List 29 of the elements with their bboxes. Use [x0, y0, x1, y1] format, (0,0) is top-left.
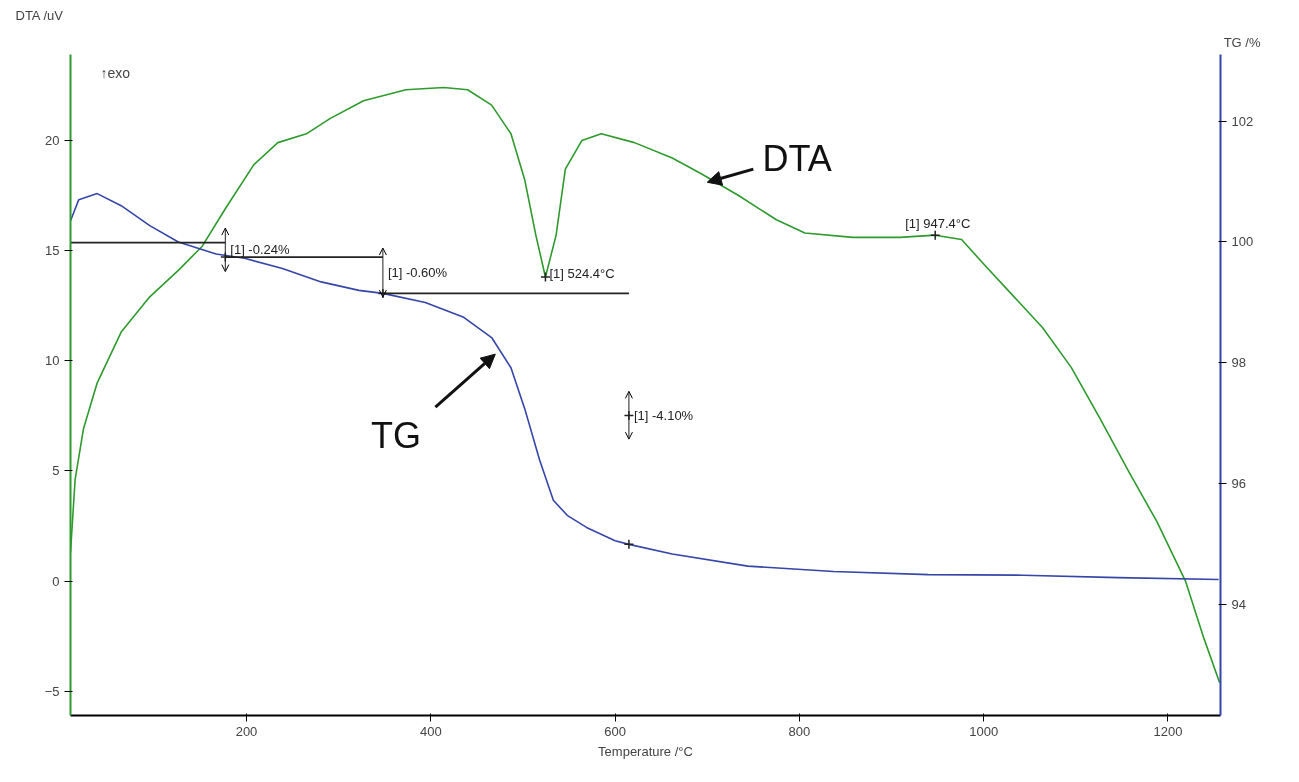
data-label: [1] 524.4°C [549, 265, 615, 281]
x-tick-label: 200 [235, 723, 258, 739]
y-tick-label: 10 [45, 353, 60, 369]
point [623, 539, 635, 550]
data-label: [1] 947.4°C [905, 215, 971, 231]
data-label: [1] -0.24% [230, 242, 290, 258]
x-tick-label: 600 [604, 723, 626, 739]
data-label: [1] -0.60% [387, 265, 448, 281]
data-label: [1] -4.10% [633, 407, 694, 423]
y-tick-label: 15 [45, 243, 60, 259]
x-axis-title: Temperature /°C [598, 743, 693, 759]
y-tick-label: 0 [52, 573, 60, 589]
y2-tick-label: 98 [1231, 355, 1246, 371]
y-tick-label: 20 [45, 132, 60, 148]
y2-tick-label: 100 [1231, 234, 1254, 250]
text: TG [370, 415, 421, 457]
y2-axis-title: TG /% [1223, 34, 1261, 50]
y-tick-label: 5 [52, 463, 60, 479]
x-tick-label: 800 [788, 723, 811, 739]
y-tick-label: −5 [44, 683, 60, 699]
x-tick-label: 1000 [969, 723, 999, 739]
x-tick-label: 1200 [1153, 723, 1183, 739]
series-label: DTA [762, 137, 832, 179]
annotation: ↑exo [100, 64, 131, 81]
x-tick-label: 400 [419, 723, 442, 739]
y-axis-title: DTA /uV [15, 7, 64, 23]
y2-tick-label: 102 [1231, 113, 1254, 129]
y2-tick-label: 96 [1231, 476, 1246, 492]
y2-tick-label: 94 [1231, 597, 1246, 613]
